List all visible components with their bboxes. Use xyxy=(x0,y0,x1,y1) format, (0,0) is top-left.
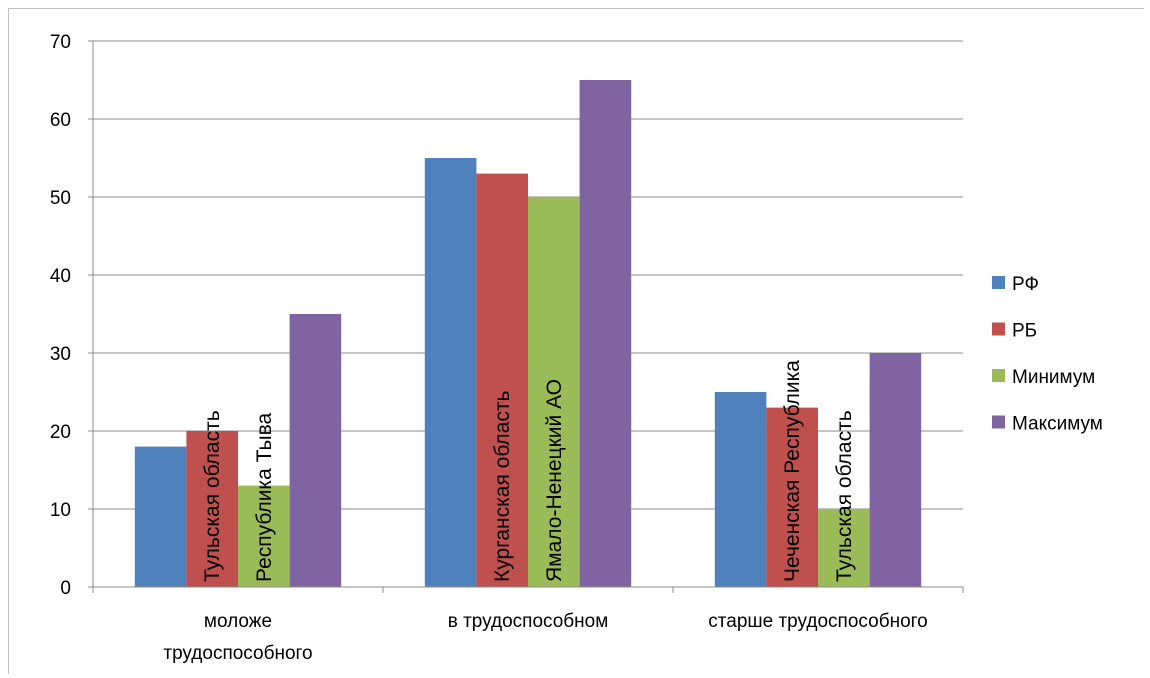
y-tick-label: 70 xyxy=(50,32,71,53)
legend-label: РФ xyxy=(1012,274,1039,295)
x-tick-label: моложе xyxy=(204,611,272,632)
bar xyxy=(134,446,187,587)
x-tick-label: в трудоспособном xyxy=(448,611,609,632)
y-tick-label: 30 xyxy=(50,344,71,365)
bar xyxy=(186,431,238,587)
bar-label: Ямало-Ненецкий АО xyxy=(543,379,566,582)
legend-swatch xyxy=(992,369,1005,382)
x-tick-label: трудоспособного xyxy=(163,643,312,664)
bar xyxy=(714,392,767,587)
y-tick-label: 10 xyxy=(50,500,71,521)
bar-label: Чеченская Республика xyxy=(781,360,804,582)
y-tick-label: 60 xyxy=(50,110,71,131)
bar-label: Курганская область xyxy=(491,391,514,582)
bar-labels: Тульская область Курганская область Чеченс… xyxy=(201,360,856,582)
bar xyxy=(528,197,580,587)
bar-label: Республика Тыва xyxy=(253,412,276,582)
bar xyxy=(766,407,818,587)
bar-label: Тульская область xyxy=(833,410,856,582)
bar xyxy=(818,509,870,587)
legend: РФ РБ Минимум Максимум xyxy=(992,274,1103,435)
legend-label: Минимум xyxy=(1012,367,1095,388)
x-tick-label: старше трудоспособного xyxy=(708,611,927,632)
bar xyxy=(424,158,477,587)
legend-swatch xyxy=(992,415,1005,429)
legend-label: Максимум xyxy=(1012,414,1103,435)
axes: 0 10 20 30 40 50 60 70 моложе трудоспособного в тр… xyxy=(50,32,964,664)
bars xyxy=(134,80,922,587)
bar xyxy=(476,173,528,587)
y-tick-label: 40 xyxy=(50,266,71,287)
y-tick-label: 20 xyxy=(50,422,71,443)
bar xyxy=(579,80,632,587)
bar-label: Тульская область xyxy=(201,410,224,582)
bar xyxy=(238,485,290,587)
y-tick-label: 0 xyxy=(60,578,71,599)
bar xyxy=(289,314,342,587)
legend-swatch xyxy=(992,322,1005,336)
y-tick-label: 50 xyxy=(50,188,71,209)
bar xyxy=(869,353,922,587)
chart-frame xyxy=(8,8,1144,674)
legend-label: РБ xyxy=(1012,321,1037,342)
legend-swatch xyxy=(992,276,1005,289)
